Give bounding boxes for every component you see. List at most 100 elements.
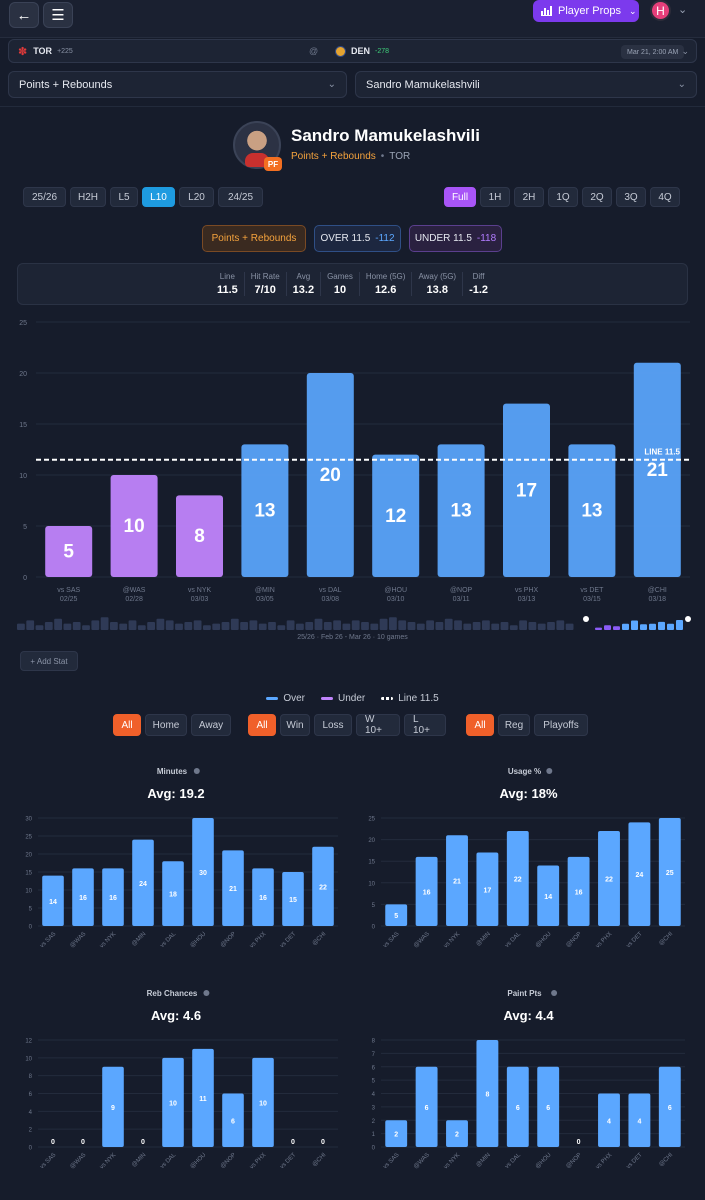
x-tick-label: @MIN	[255, 587, 275, 594]
y-tick-label: 25	[368, 817, 375, 823]
x-tick-label: @MIN	[475, 1152, 491, 1168]
bar	[282, 872, 304, 926]
under-pill[interactable]: UNDER 11.5 -118	[409, 225, 502, 252]
tab-period-2h[interactable]: 2H	[514, 187, 544, 207]
bar-value-label: 6	[546, 1105, 550, 1112]
timeline-bar	[100, 617, 109, 630]
x-tick-label: vs DET	[279, 1152, 297, 1170]
tab-period-1q[interactable]: 1Q	[548, 187, 578, 207]
x-tick-label: @MIN	[131, 931, 147, 947]
x-tick-label: vs SAS	[39, 931, 57, 949]
timeline-recent-bar	[595, 627, 602, 630]
tab-range-25-26[interactable]: 25/26	[23, 187, 66, 207]
tab-period-4q[interactable]: 4Q	[650, 187, 680, 207]
filter-result-all[interactable]: All	[248, 714, 276, 736]
bar	[45, 526, 93, 577]
y-tick-label: 4	[29, 1110, 33, 1116]
x-tick-date: 02/28	[125, 596, 143, 603]
summary-value: 13.2	[292, 284, 315, 296]
stat-select[interactable]: Points + Rebounds ⌄	[8, 71, 347, 98]
add-stat-button[interactable]: + Add Stat	[20, 651, 78, 671]
timeline-bar	[565, 623, 574, 630]
x-tick-label: vs PHX	[249, 931, 267, 949]
bar-value-label: 16	[109, 895, 117, 902]
back-button[interactable]: ←	[9, 2, 39, 28]
timeline-bar	[519, 620, 527, 630]
x-tick-label: @MIN	[131, 1152, 147, 1168]
bar-value-label: 4	[637, 1118, 641, 1125]
bar-value-label: 17	[516, 480, 537, 501]
filter-season-playoffs[interactable]: Playoffs	[534, 714, 588, 736]
stat-line-pill[interactable]: Points + Rebounds	[202, 225, 306, 252]
bar	[476, 852, 499, 926]
tab-range-l20[interactable]: L20	[179, 187, 214, 207]
timeline-bar	[305, 622, 314, 630]
x-tick-label: @NOP	[565, 1152, 583, 1170]
filter-result-l10[interactable]: L 10+	[404, 714, 446, 736]
y-tick-label: 2	[29, 1128, 33, 1134]
filter-season-reg[interactable]: Reg	[498, 714, 530, 736]
filter-result-w10[interactable]: W 10+	[356, 714, 400, 736]
tab-period-3q[interactable]: 3Q	[616, 187, 646, 207]
timeline-handle-right	[685, 616, 691, 622]
bar-value-label: 21	[647, 460, 669, 481]
bar-value-label: 13	[254, 501, 275, 522]
bar-value-label: 18	[169, 892, 177, 899]
menu-button[interactable]: ☰	[43, 2, 73, 28]
x-tick-label: @WAS	[413, 1152, 431, 1170]
avatar[interactable]: H	[650, 0, 671, 21]
timeline-bar	[547, 622, 555, 630]
chevron-down-icon: ⌄	[677, 79, 686, 90]
filter-location-all[interactable]: All	[113, 714, 141, 736]
legend-line-label: Line 11.5	[398, 693, 439, 704]
filter-season-all[interactable]: All	[466, 714, 494, 736]
bar-value-label: 21	[453, 879, 461, 886]
tab-range-l10[interactable]: L10	[142, 187, 175, 207]
filter-location-away[interactable]: Away	[191, 714, 231, 736]
bar	[162, 1057, 184, 1147]
y-tick-label: 5	[23, 524, 27, 531]
timeline-caption: 25/26 · Feb 26 - Mar 26 · 10 games	[297, 634, 408, 641]
filter-result-loss[interactable]: Loss	[314, 714, 352, 736]
summary-label: Diff	[472, 272, 485, 281]
timeline-bar	[389, 617, 397, 630]
x-tick-label: vs DAL	[319, 587, 342, 594]
timeline-bar	[351, 620, 360, 630]
game-selector[interactable]: ✽ TOR +225 @ DEN -278 Mar 21, 2:00 AM ⌄	[8, 39, 697, 63]
x-tick-label: vs PHX	[595, 1152, 613, 1170]
filter-location-home[interactable]: Home	[145, 714, 187, 736]
over-pill[interactable]: OVER 11.5 -112	[314, 225, 401, 252]
x-tick-label: vs NYK	[99, 1152, 117, 1170]
player-select[interactable]: Sandro Mamukelashvili ⌄	[355, 71, 697, 98]
tab-period-full[interactable]: Full	[444, 187, 476, 207]
bar-value-label: 16	[575, 889, 583, 896]
tab-range-h2h[interactable]: H2H	[70, 187, 106, 207]
bar	[102, 868, 124, 926]
tab-range-l5[interactable]: L5	[110, 187, 138, 207]
chevron-down-icon[interactable]: ⌄	[678, 4, 688, 16]
mini-chart-avg: Avg: 4.4	[503, 1008, 554, 1023]
y-tick-label: 15	[368, 860, 375, 866]
tab-period-2q[interactable]: 2Q	[582, 187, 612, 207]
timeline-bar	[537, 623, 546, 630]
summary-line: Line 11.5	[211, 272, 244, 296]
timeline-bar	[323, 622, 332, 630]
timeline-recent-bar	[667, 623, 674, 630]
x-tick-label: vs PHX	[515, 587, 539, 594]
stat-select-value: Points + Rebounds	[19, 78, 113, 91]
tab-range-24-25[interactable]: 24/25	[218, 187, 263, 207]
x-tick-label: vs SAS	[382, 1152, 400, 1170]
timeline-bar	[286, 620, 295, 630]
tab-period-1h[interactable]: 1H	[480, 187, 510, 207]
legend-under-label: Under	[338, 693, 366, 704]
timeline-bar	[221, 622, 230, 630]
timeline-bar	[72, 622, 81, 630]
player-props-button[interactable]: Player Props ⌄	[533, 0, 639, 22]
timeline-strip[interactable]	[0, 612, 705, 634]
top-bar: ← ☰ Player Props ⌄ H ⌄	[0, 0, 705, 38]
bar-value-label: 16	[423, 889, 431, 896]
filter-result-win[interactable]: Win	[280, 714, 310, 736]
at-symbol: @	[309, 46, 319, 56]
timeline-recent-bar	[676, 620, 683, 630]
x-tick-label: vs DAL	[159, 931, 177, 949]
